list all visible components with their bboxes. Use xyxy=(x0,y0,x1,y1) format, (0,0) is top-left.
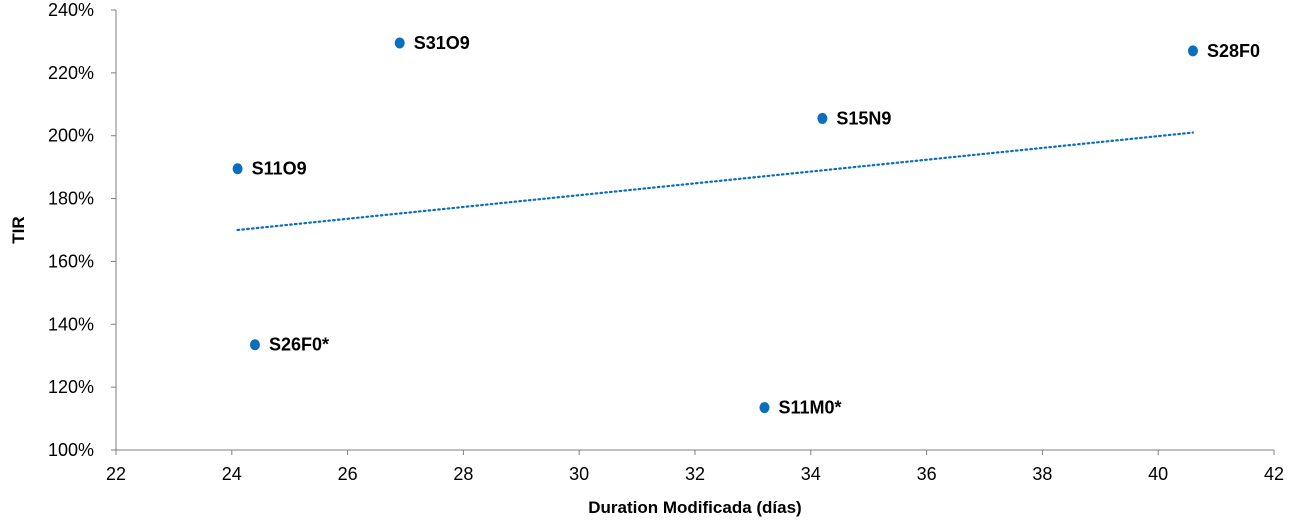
data-point-label: S15N9 xyxy=(836,108,891,128)
x-tick-label: 34 xyxy=(801,464,821,484)
data-point-label: S31O9 xyxy=(414,33,470,53)
data-point-label: S11M0* xyxy=(778,398,841,418)
data-point xyxy=(394,37,405,49)
y-tick-label: 160% xyxy=(48,251,94,271)
x-tick-label: 42 xyxy=(1264,464,1284,484)
data-point-label: S11O9 xyxy=(252,159,307,179)
x-tick-label: 38 xyxy=(1032,464,1052,484)
x-axis-title: Duration Modificada (días) xyxy=(588,498,801,517)
y-tick-label: 220% xyxy=(48,63,94,83)
data-point xyxy=(759,402,770,414)
data-point xyxy=(1187,45,1198,57)
trendline-group xyxy=(236,131,1195,232)
axes: 22 24 26 28 30 32 34 36 38 40 42 100% 120% 140% 160% 18… xyxy=(48,0,1284,484)
x-tick-label: 24 xyxy=(222,464,242,484)
data-point xyxy=(817,112,828,124)
y-tick-label: 200% xyxy=(48,126,94,146)
y-tick-label: 240% xyxy=(48,0,94,20)
data-point xyxy=(249,339,260,351)
x-tick-label: 26 xyxy=(338,464,358,484)
y-tick-label: 140% xyxy=(48,314,94,334)
x-tick-label: 30 xyxy=(569,464,589,484)
x-tick-label: 22 xyxy=(106,464,126,484)
trendline xyxy=(236,131,1195,232)
y-tick-label: 100% xyxy=(48,440,94,460)
x-tick-label: 36 xyxy=(917,464,937,484)
points-group: S31O9 S28F0 S15N9 S11O9 S26F0* S11M0* xyxy=(232,33,1260,418)
x-tick-label: 28 xyxy=(453,464,473,484)
y-tick-label: 120% xyxy=(48,377,94,397)
y-tick-label: 180% xyxy=(48,189,94,209)
y-axis-title: TIR xyxy=(9,216,28,243)
data-point xyxy=(232,163,243,175)
x-tick-label: 40 xyxy=(1148,464,1168,484)
data-point-label: S28F0 xyxy=(1207,41,1260,61)
data-point-label: S26F0* xyxy=(269,335,329,355)
x-tick-label: 32 xyxy=(685,464,705,484)
